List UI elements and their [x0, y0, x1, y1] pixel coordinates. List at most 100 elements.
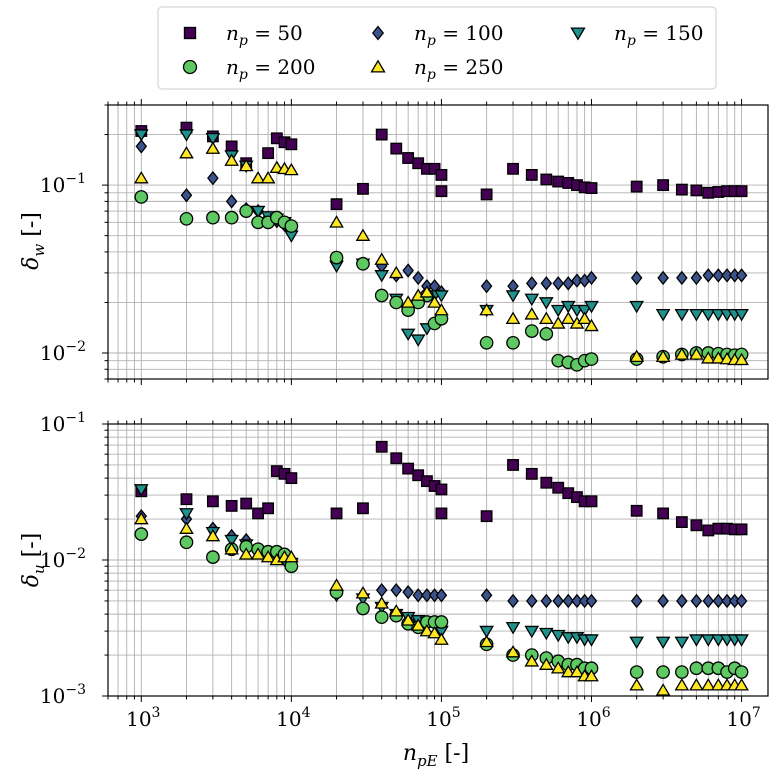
data-point [735, 593, 748, 609]
data-point [412, 270, 424, 286]
data-point [355, 228, 371, 241]
data-point [571, 273, 583, 288]
legend-label: np = 150 [614, 21, 704, 49]
legend-marker [370, 59, 386, 73]
data-point [427, 295, 442, 308]
legend-marker [182, 59, 198, 75]
data-point [550, 661, 566, 674]
data-point [584, 668, 599, 682]
data-point [410, 618, 426, 631]
data-point [427, 625, 442, 639]
data-point [479, 625, 494, 639]
data-point [689, 309, 704, 322]
data-point [700, 678, 716, 691]
data-point [357, 502, 369, 515]
data-point [285, 138, 298, 151]
data-point [357, 182, 369, 195]
data-point [676, 593, 688, 609]
data-point [689, 678, 704, 691]
data-point [630, 270, 643, 286]
data-point [390, 452, 403, 465]
data-point [562, 276, 575, 291]
top-y-unit: [-] [19, 212, 44, 244]
data-point [676, 270, 688, 286]
data-point [584, 352, 599, 366]
data-point [538, 311, 554, 325]
data-point [428, 162, 441, 175]
data-point [179, 145, 194, 159]
x-tick-label: 106 [576, 705, 610, 731]
data-point [524, 654, 540, 667]
data-point [539, 327, 554, 341]
data-point [506, 335, 520, 350]
data-point [507, 593, 519, 609]
data-point [388, 265, 404, 279]
data-point [410, 334, 426, 347]
data-point [133, 170, 149, 184]
data-point [675, 516, 688, 529]
data-point [480, 588, 493, 603]
x-subscript: pE [417, 752, 438, 770]
data-point [655, 349, 671, 363]
data-point [585, 270, 598, 286]
data-point [630, 593, 643, 609]
data-point [710, 678, 726, 691]
y-tick-label: 10−3 [40, 682, 86, 708]
data-point [712, 593, 725, 609]
data-point [355, 586, 371, 599]
top-y-symbol: δ [19, 257, 44, 270]
data-point [507, 459, 519, 471]
data-point [402, 462, 415, 475]
data-point [134, 527, 149, 541]
data-point [552, 175, 565, 188]
data-point [538, 297, 554, 310]
data-point [552, 593, 565, 609]
data-point [710, 634, 726, 647]
top-y-axis-label: δw [-] [19, 212, 48, 270]
data-point [180, 188, 193, 203]
data-point [674, 347, 690, 360]
x-unit: [-] [438, 741, 470, 766]
y-tick-label: 10−2 [40, 546, 86, 572]
data-point [206, 550, 220, 564]
data-point [180, 493, 193, 506]
data-point [480, 278, 493, 294]
data-point [560, 632, 576, 645]
x-tick-label: 105 [426, 705, 460, 731]
bottom-y-tick-labels: 10−1 10−2 10−3 [40, 410, 86, 708]
data-point [655, 636, 671, 650]
data-point [329, 250, 344, 265]
data-point [133, 484, 149, 497]
data-point [374, 288, 389, 303]
data-point [584, 634, 599, 647]
data-point [480, 188, 493, 201]
data-point [133, 511, 149, 525]
x-tick-label: 107 [726, 705, 760, 731]
data-point [179, 535, 194, 550]
data-point [569, 664, 585, 678]
bottom-y-unit: [-] [19, 533, 44, 565]
top-data-points [133, 121, 749, 372]
bottom-y-subscript: u [30, 564, 48, 574]
data-point [262, 502, 275, 515]
data-point [735, 523, 748, 536]
data-point [734, 634, 749, 647]
data-point [374, 252, 390, 265]
data-point [540, 593, 553, 609]
legend-marker [183, 26, 197, 40]
data-point [657, 593, 669, 609]
data-point [205, 528, 221, 542]
data-point [285, 472, 298, 485]
data-point [524, 293, 540, 307]
legend-label: np = 250 [414, 55, 504, 83]
data-point [435, 168, 448, 181]
data-point [525, 593, 538, 609]
data-point [629, 678, 645, 691]
data-point [585, 495, 598, 508]
data-point [560, 311, 576, 325]
data-point [734, 352, 749, 366]
data-point [690, 184, 703, 197]
data-point [700, 351, 716, 364]
data-point [260, 549, 276, 563]
